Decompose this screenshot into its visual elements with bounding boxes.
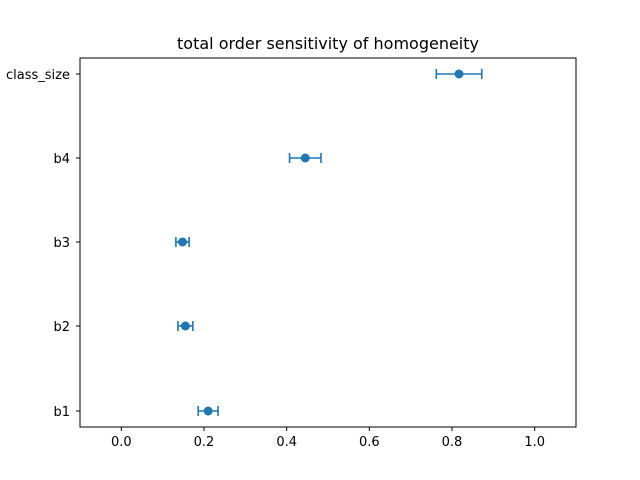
- x-tick-label: 0.2: [194, 435, 215, 450]
- data-point-group: [175, 237, 190, 247]
- x-tick-label: 0.0: [111, 435, 132, 450]
- data-point-group: [197, 406, 219, 416]
- data-point: [203, 406, 213, 416]
- plot-frame: [79, 57, 577, 428]
- y-tick-label: b3: [53, 236, 70, 251]
- data-point-group: [288, 153, 322, 163]
- data-point: [300, 153, 310, 163]
- y-tick-label: b4: [53, 152, 70, 167]
- y-tick-label: b2: [53, 320, 70, 335]
- data-point: [454, 69, 464, 79]
- y-tick-label: b1: [53, 405, 70, 420]
- chart-title: total order sensitivity of homogeneity: [177, 34, 479, 53]
- x-tick-label: 0.4: [276, 435, 297, 450]
- data-point-group: [435, 69, 483, 79]
- x-tick-label: 0.8: [442, 435, 463, 450]
- data-point: [178, 237, 188, 247]
- data-series: [175, 69, 483, 416]
- x-tick-label: 0.6: [359, 435, 380, 450]
- data-point: [180, 321, 190, 331]
- y-tick-label: class_size: [6, 68, 70, 83]
- data-point-group: [177, 321, 194, 331]
- y-axis: b1 b2 b3 b4 class_size: [6, 68, 80, 420]
- x-tick-label: 1.0: [524, 435, 545, 450]
- x-axis: 0.0 0.2 0.4 0.6 0.8 1.0: [111, 427, 545, 450]
